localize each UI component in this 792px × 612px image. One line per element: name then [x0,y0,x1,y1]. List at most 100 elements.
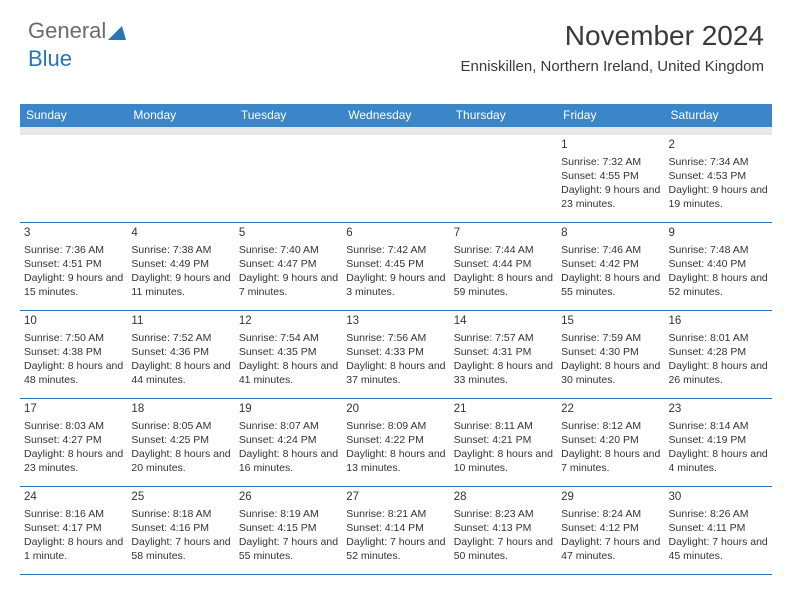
sunset-line: Sunset: 4:19 PM [669,433,768,447]
dow-cell: Monday [127,104,234,127]
sunset-line: Sunset: 4:55 PM [561,169,660,183]
day-number: 4 [131,226,230,242]
daylight-line: Daylight: 8 hours and 59 minutes. [454,271,553,299]
day-number: 6 [346,226,445,242]
day-number: 8 [561,226,660,242]
week-row: 17Sunrise: 8:03 AMSunset: 4:27 PMDayligh… [20,399,772,487]
daylight-line: Daylight: 9 hours and 15 minutes. [24,271,123,299]
daylight-line: Daylight: 8 hours and 44 minutes. [131,359,230,387]
sunrise-line: Sunrise: 7:48 AM [669,243,768,257]
sunrise-line: Sunrise: 8:03 AM [24,419,123,433]
sunset-line: Sunset: 4:42 PM [561,257,660,271]
day-cell: 22Sunrise: 8:12 AMSunset: 4:20 PMDayligh… [557,399,664,486]
sunset-line: Sunset: 4:44 PM [454,257,553,271]
sunset-line: Sunset: 4:12 PM [561,521,660,535]
daylight-line: Daylight: 7 hours and 55 minutes. [239,535,338,563]
sunrise-line: Sunrise: 7:52 AM [131,331,230,345]
day-number: 25 [131,490,230,506]
sunset-line: Sunset: 4:11 PM [669,521,768,535]
sunrise-line: Sunrise: 7:38 AM [131,243,230,257]
day-number: 19 [239,402,338,418]
dow-cell: Wednesday [342,104,449,127]
daylight-line: Daylight: 8 hours and 48 minutes. [24,359,123,387]
sunset-line: Sunset: 4:49 PM [131,257,230,271]
sunrise-line: Sunrise: 7:42 AM [346,243,445,257]
day-number: 11 [131,314,230,330]
logo: General Blue [28,18,126,72]
sunrise-line: Sunrise: 7:59 AM [561,331,660,345]
sunset-line: Sunset: 4:22 PM [346,433,445,447]
day-cell: 6Sunrise: 7:42 AMSunset: 4:45 PMDaylight… [342,223,449,310]
sunrise-line: Sunrise: 7:56 AM [346,331,445,345]
sunset-line: Sunset: 4:16 PM [131,521,230,535]
week-row: 1Sunrise: 7:32 AMSunset: 4:55 PMDaylight… [20,135,772,223]
day-cell [342,135,449,222]
day-number: 16 [669,314,768,330]
day-number: 24 [24,490,123,506]
sunrise-line: Sunrise: 7:54 AM [239,331,338,345]
sunrise-line: Sunrise: 8:21 AM [346,507,445,521]
daylight-line: Daylight: 8 hours and 33 minutes. [454,359,553,387]
day-number: 26 [239,490,338,506]
sunset-line: Sunset: 4:13 PM [454,521,553,535]
sunrise-line: Sunrise: 7:50 AM [24,331,123,345]
day-number: 15 [561,314,660,330]
sunset-line: Sunset: 4:53 PM [669,169,768,183]
day-cell: 27Sunrise: 8:21 AMSunset: 4:14 PMDayligh… [342,487,449,574]
daylight-line: Daylight: 8 hours and 37 minutes. [346,359,445,387]
sunrise-line: Sunrise: 8:26 AM [669,507,768,521]
week-row: 10Sunrise: 7:50 AMSunset: 4:38 PMDayligh… [20,311,772,399]
day-number: 30 [669,490,768,506]
sunset-line: Sunset: 4:40 PM [669,257,768,271]
sunset-line: Sunset: 4:15 PM [239,521,338,535]
day-number: 18 [131,402,230,418]
sunset-line: Sunset: 4:47 PM [239,257,338,271]
day-cell: 20Sunrise: 8:09 AMSunset: 4:22 PMDayligh… [342,399,449,486]
day-cell [235,135,342,222]
sunset-line: Sunset: 4:30 PM [561,345,660,359]
day-cell: 11Sunrise: 7:52 AMSunset: 4:36 PMDayligh… [127,311,234,398]
day-number: 27 [346,490,445,506]
day-number: 14 [454,314,553,330]
day-cell: 24Sunrise: 8:16 AMSunset: 4:17 PMDayligh… [20,487,127,574]
sunset-line: Sunset: 4:14 PM [346,521,445,535]
sunrise-line: Sunrise: 7:46 AM [561,243,660,257]
sunset-line: Sunset: 4:36 PM [131,345,230,359]
sunrise-line: Sunrise: 7:40 AM [239,243,338,257]
day-cell: 4Sunrise: 7:38 AMSunset: 4:49 PMDaylight… [127,223,234,310]
sunrise-line: Sunrise: 7:57 AM [454,331,553,345]
daylight-line: Daylight: 9 hours and 7 minutes. [239,271,338,299]
day-number: 13 [346,314,445,330]
week-row: 24Sunrise: 8:16 AMSunset: 4:17 PMDayligh… [20,487,772,575]
day-cell: 8Sunrise: 7:46 AMSunset: 4:42 PMDaylight… [557,223,664,310]
day-number: 10 [24,314,123,330]
gap-row [20,127,772,135]
sunrise-line: Sunrise: 8:09 AM [346,419,445,433]
sunrise-line: Sunrise: 8:23 AM [454,507,553,521]
sunset-line: Sunset: 4:17 PM [24,521,123,535]
sunset-line: Sunset: 4:21 PM [454,433,553,447]
daylight-line: Daylight: 8 hours and 10 minutes. [454,447,553,475]
day-number: 17 [24,402,123,418]
daylight-line: Daylight: 8 hours and 20 minutes. [131,447,230,475]
day-number: 12 [239,314,338,330]
day-cell: 1Sunrise: 7:32 AMSunset: 4:55 PMDaylight… [557,135,664,222]
daylight-line: Daylight: 8 hours and 23 minutes. [24,447,123,475]
daylight-line: Daylight: 8 hours and 52 minutes. [669,271,768,299]
sunrise-line: Sunrise: 8:11 AM [454,419,553,433]
daylight-line: Daylight: 9 hours and 19 minutes. [669,183,768,211]
sunrise-line: Sunrise: 7:32 AM [561,155,660,169]
day-cell: 9Sunrise: 7:48 AMSunset: 4:40 PMDaylight… [665,223,772,310]
dow-cell: Friday [557,104,664,127]
daylight-line: Daylight: 9 hours and 23 minutes. [561,183,660,211]
day-cell [127,135,234,222]
day-cell: 16Sunrise: 8:01 AMSunset: 4:28 PMDayligh… [665,311,772,398]
daylight-line: Daylight: 8 hours and 55 minutes. [561,271,660,299]
day-number: 20 [346,402,445,418]
logo-triangle-icon [108,20,126,46]
sunrise-line: Sunrise: 8:12 AM [561,419,660,433]
day-number: 22 [561,402,660,418]
week-row: 3Sunrise: 7:36 AMSunset: 4:51 PMDaylight… [20,223,772,311]
sunrise-line: Sunrise: 8:19 AM [239,507,338,521]
sunset-line: Sunset: 4:33 PM [346,345,445,359]
